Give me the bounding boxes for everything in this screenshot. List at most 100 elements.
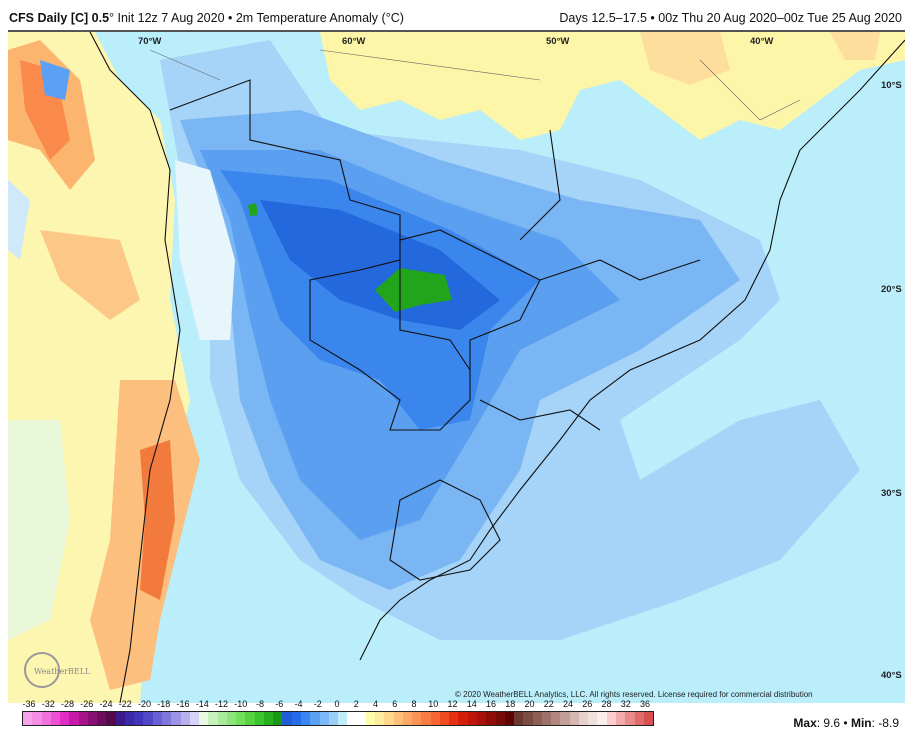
- colorbar-swatch: [504, 712, 515, 725]
- colorbar-tick-label: -24: [99, 699, 113, 709]
- colorbar-swatch: [199, 712, 209, 725]
- colorbar-swatch: [523, 712, 533, 725]
- colorbar-swatch: [356, 712, 366, 725]
- colorbar-swatch: [161, 712, 172, 725]
- colorbar-swatch: [430, 712, 440, 725]
- colorbar-swatch: [477, 712, 487, 725]
- copyright-notice: © 2020 WeatherBELL Analytics, LLC. All r…: [455, 690, 813, 699]
- colorbar-swatch: [291, 712, 301, 725]
- colorbar-swatch: [514, 712, 524, 725]
- colorbar-tick-label: -12: [214, 699, 229, 709]
- colorbar-tick-label: -4: [294, 699, 303, 709]
- colorbar-swatch: [560, 712, 570, 725]
- colorbar-tick-label: 22: [543, 699, 554, 709]
- colorbar-swatch: [143, 712, 153, 725]
- colorbar-tick-label: 4: [372, 699, 379, 709]
- colorbar-swatch: [23, 712, 33, 725]
- colorbar-swatch: [310, 712, 320, 725]
- colorbar-swatch: [208, 712, 218, 725]
- colorbar-tick-label: 2: [353, 699, 359, 709]
- colorbar-labels: -36 -32 -28 -26 -24 -22 -20 -18 -16 -14 -12 -10 -8 -6…: [22, 699, 652, 710]
- colorbar-swatch: [495, 712, 505, 725]
- colorbar-swatch: [32, 712, 42, 725]
- colorbar-tick-label: -16: [176, 699, 190, 709]
- colorbar-tick-label: 6: [392, 699, 398, 709]
- colorbar-swatch: [486, 712, 496, 725]
- lat-label: 20°S: [881, 284, 902, 295]
- svg-text:WeatherBELL: WeatherBELL: [34, 667, 91, 676]
- colorbar-swatch: [532, 712, 542, 725]
- colorbar-tick-label: -28: [60, 699, 75, 709]
- colorbar-swatch: [69, 712, 79, 725]
- colorbar-tick-label: -2: [313, 699, 322, 709]
- colorbar-swatch: [439, 712, 450, 725]
- colorbar-swatch: [134, 712, 144, 725]
- colorbar-swatch: [115, 712, 125, 725]
- colorbar-swatch: [384, 712, 394, 725]
- colorbar-tick-label: 24: [562, 699, 574, 709]
- colorbar-tick-label: -18: [157, 699, 171, 709]
- weatherbell-logo: WeatherBELL: [22, 650, 92, 690]
- colorbar-swatch: [393, 712, 403, 725]
- colorbar-tick-label: 10: [428, 699, 439, 709]
- colorbar-swatch: [375, 712, 385, 725]
- colorbar-swatch: [643, 712, 654, 725]
- colorbar-swatch: [634, 712, 644, 725]
- colorbar-tick-label: 12: [447, 699, 458, 709]
- colorbar-tick-label: -26: [80, 699, 94, 709]
- colorbar-swatch: [402, 712, 413, 725]
- colorbar-swatch: [171, 712, 181, 725]
- map-title: CFS Daily [C] 0.5° Init 12z 7 Aug 2020 •…: [9, 11, 404, 25]
- colorbar-tick-label: -6: [275, 699, 284, 709]
- colorbar-swatch: [606, 712, 616, 725]
- colorbar-swatch: [87, 712, 98, 725]
- anomaly-field: [8, 31, 906, 704]
- colorbar-tick-label: 0: [334, 699, 340, 709]
- colorbar-swatch: [616, 712, 626, 725]
- colorbar-tick-label: 28: [601, 699, 612, 709]
- colorbar-tick-label: 20: [524, 699, 535, 709]
- colorbar-swatch: [236, 712, 246, 725]
- colorbar-tick-label: 26: [582, 699, 593, 709]
- colorbar-swatch: [449, 712, 459, 725]
- lat-label: 10°S: [881, 80, 902, 91]
- colorbar-tick-label: -20: [137, 699, 152, 709]
- colorbar: [22, 711, 654, 726]
- colorbar-swatch: [263, 712, 274, 725]
- colorbar-swatch: [467, 712, 478, 725]
- lon-label: 40°W: [750, 36, 774, 47]
- lon-label: 50°W: [546, 36, 570, 47]
- colorbar-swatch: [60, 712, 70, 725]
- colorbar-swatch: [458, 712, 468, 725]
- colorbar-tick-label: 14: [466, 699, 477, 709]
- colorbar-swatch: [97, 712, 107, 725]
- lon-label: 60°W: [342, 36, 366, 47]
- colorbar-swatch: [217, 712, 227, 725]
- colorbar-swatch: [245, 712, 255, 725]
- colorbar-swatch: [124, 712, 135, 725]
- colorbar-swatch: [282, 712, 292, 725]
- colorbar-swatch: [551, 712, 561, 725]
- colorbar-swatch: [347, 712, 357, 725]
- temperature-anomaly-map: 70°W 60°W 50°W 40°W 10°S 20°S 30°S 40°S: [8, 30, 906, 704]
- valid-period: Days 12.5–17.5 • 00z Thu 20 Aug 2020–00z…: [559, 11, 902, 25]
- colorbar-tick-label: -14: [195, 699, 209, 709]
- colorbar-swatch: [338, 712, 348, 725]
- colorbar-swatch: [152, 712, 162, 725]
- colorbar-swatch: [597, 712, 607, 725]
- colorbar-swatch: [421, 712, 431, 725]
- colorbar-swatch: [106, 712, 116, 725]
- colorbar-tick-label: -10: [234, 699, 248, 709]
- colorbar-swatch: [578, 712, 589, 725]
- colorbar-swatch: [319, 712, 329, 725]
- colorbar-tick-label: 36: [639, 699, 651, 709]
- colorbar-swatch: [41, 712, 51, 725]
- colorbar-swatch: [541, 712, 552, 725]
- colorbar-swatch: [588, 712, 598, 725]
- colorbar-tick-label: 16: [485, 699, 497, 709]
- colorbar-swatch: [365, 712, 376, 725]
- colorbar-tick-label: -22: [118, 699, 132, 709]
- max-min-stats: Max: 9.6 • Min: -8.9: [793, 716, 899, 730]
- colorbar-swatch: [273, 712, 283, 725]
- colorbar-tick-label: 18: [505, 699, 516, 709]
